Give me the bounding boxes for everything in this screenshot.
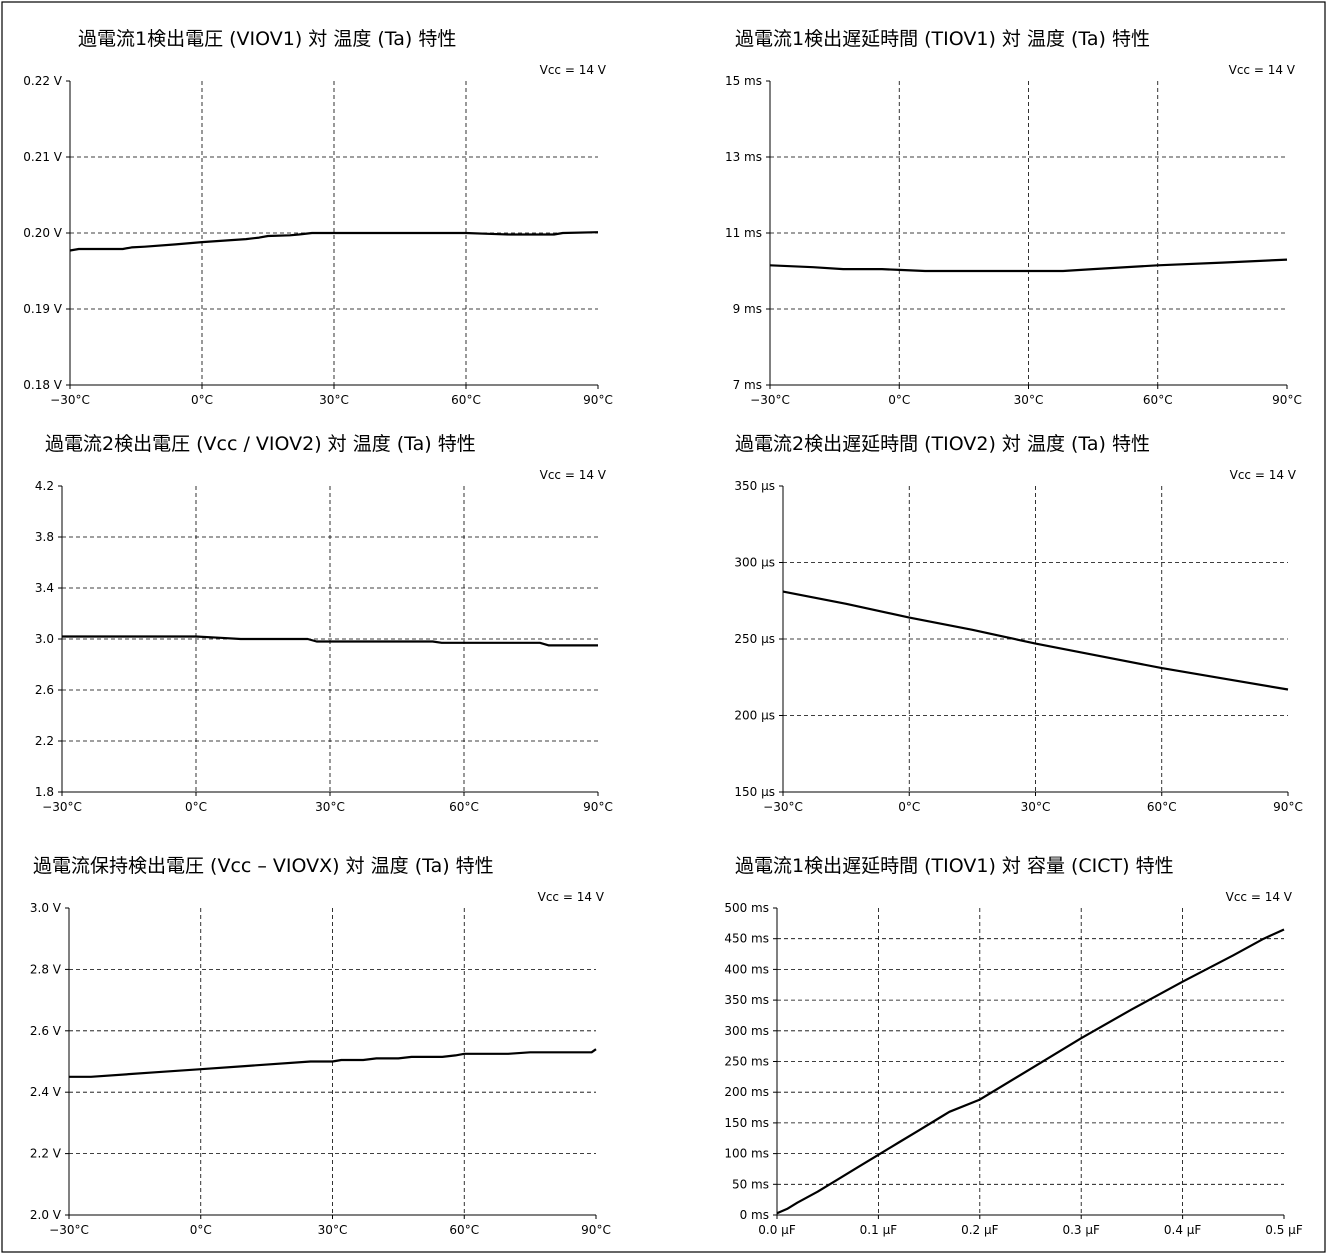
chart-condition-3: Vcc = 14 V <box>540 468 607 482</box>
chart-title-5: 過電流保持検出電圧 (Vcc – VIOVX) 対 温度 (Ta) 特性 <box>33 855 494 877</box>
y-tick-label: 50 ms <box>732 1177 769 1191</box>
series-line-3 <box>62 635 598 647</box>
x-tick-label: 0.0 µF <box>758 1223 796 1237</box>
y-tick-label: 2.4 V <box>30 1085 62 1099</box>
y-tick-label: 300 µs <box>734 556 775 570</box>
y-tick-label: 0.18 V <box>23 378 63 392</box>
y-tick-label: 2.2 V <box>30 1147 62 1161</box>
y-tick-label: 15 ms <box>725 74 762 88</box>
x-tick-label: 60°C <box>1143 393 1173 407</box>
y-tick-label: 0.19 V <box>23 302 63 316</box>
x-tick-label: 0.1 µF <box>860 1223 898 1237</box>
y-tick-label: 9 ms <box>733 302 762 316</box>
y-tick-label: 2.6 V <box>30 1024 62 1038</box>
x-tick-label: 0.4 µF <box>1164 1223 1202 1237</box>
y-tick-label: 2.0 V <box>30 1208 62 1222</box>
y-tick-label: 350 ms <box>724 993 769 1007</box>
chart-title-1: 過電流1検出電圧 (VIOV1) 対 温度 (Ta) 特性 <box>78 28 456 50</box>
y-tick-label: 0.22 V <box>23 74 63 88</box>
chart-title-6: 過電流1検出遅延時間 (TIOV1) 対 容量 (CICT) 特性 <box>735 855 1174 877</box>
chart-condition-4: Vcc = 14 V <box>1230 468 1297 482</box>
x-tick-label: 0°C <box>185 800 207 814</box>
y-tick-label: 7 ms <box>733 378 762 392</box>
series-line-1 <box>69 231 599 252</box>
y-tick-label: 150 ms <box>724 1116 769 1130</box>
chart-title-4: 過電流2検出遅延時間 (TIOV2) 対 温度 (Ta) 特性 <box>735 433 1150 455</box>
x-tick-label: 60°C <box>1147 800 1177 814</box>
x-tick-label: 30°C <box>319 393 349 407</box>
series-line-5 <box>69 1048 597 1078</box>
y-tick-label: 400 ms <box>724 962 769 976</box>
x-tick-label: −30°C <box>763 800 803 814</box>
y-tick-label: 200 µs <box>734 709 775 723</box>
series-line-6 <box>776 928 1285 1215</box>
y-tick-label: 250 µs <box>734 632 775 646</box>
x-tick-label: 0°C <box>888 393 910 407</box>
x-tick-label: 0.3 µF <box>1062 1223 1100 1237</box>
y-tick-label: 0.21 V <box>23 150 63 164</box>
x-tick-label: 30°C <box>1021 800 1051 814</box>
y-tick-label: 1.8 <box>35 785 54 799</box>
chart-condition-1: Vcc = 14 V <box>540 63 607 77</box>
x-tick-label: −30°C <box>42 800 82 814</box>
x-tick-label: 90°C <box>1272 393 1302 407</box>
x-tick-label: 60°C <box>449 1223 479 1237</box>
x-tick-label: 90°C <box>583 800 613 814</box>
y-tick-label: 450 ms <box>724 932 769 946</box>
x-tick-label: 0.5 µF <box>1265 1223 1303 1237</box>
y-tick-label: 500 ms <box>724 901 769 915</box>
y-tick-label: 0.20 V <box>23 226 63 240</box>
x-tick-label: 30°C <box>315 800 345 814</box>
y-tick-label: 2.2 <box>35 734 54 748</box>
x-tick-label: 30°C <box>318 1223 348 1237</box>
x-tick-label: 60°C <box>449 800 479 814</box>
x-tick-label: 30°C <box>1014 393 1044 407</box>
y-tick-label: 200 ms <box>724 1085 769 1099</box>
y-tick-label: 11 ms <box>725 226 762 240</box>
x-tick-label: −30°C <box>49 1223 89 1237</box>
y-tick-label: 3.8 <box>35 530 54 544</box>
x-tick-label: 0.2 µF <box>961 1223 999 1237</box>
y-tick-label: 100 ms <box>724 1147 769 1161</box>
x-tick-label: 90°C <box>581 1223 611 1237</box>
x-tick-label: −30°C <box>50 393 90 407</box>
chart-condition-2: Vcc = 14 V <box>1229 63 1296 77</box>
chart-title-3: 過電流2検出電圧 (Vcc / VIOV2) 対 温度 (Ta) 特性 <box>45 433 476 455</box>
chart-title-2: 過電流1検出遅延時間 (TIOV1) 対 温度 (Ta) 特性 <box>735 28 1150 50</box>
x-tick-label: 0°C <box>898 800 920 814</box>
x-tick-label: 0°C <box>190 1223 212 1237</box>
y-tick-label: 13 ms <box>725 150 762 164</box>
y-tick-label: 2.8 V <box>30 962 62 976</box>
x-tick-label: 90°C <box>583 393 613 407</box>
y-tick-label: 350 µs <box>734 479 775 493</box>
x-tick-label: −30°C <box>750 393 790 407</box>
x-tick-label: 0°C <box>191 393 213 407</box>
chart-condition-5: Vcc = 14 V <box>538 890 605 904</box>
y-tick-label: 3.0 V <box>30 901 62 915</box>
y-tick-label: 150 µs <box>734 785 775 799</box>
x-tick-label: 60°C <box>451 393 481 407</box>
y-tick-label: 2.6 <box>35 683 54 697</box>
y-tick-label: 0 ms <box>740 1208 769 1222</box>
series-line-4 <box>782 590 1289 691</box>
y-tick-label: 3.4 <box>35 581 54 595</box>
series-line-2 <box>769 258 1288 273</box>
y-tick-label: 4.2 <box>35 479 54 493</box>
y-tick-label: 3.0 <box>35 632 54 646</box>
x-tick-label: 90°C <box>1273 800 1303 814</box>
y-tick-label: 250 ms <box>724 1055 769 1069</box>
chart-condition-6: Vcc = 14 V <box>1226 890 1293 904</box>
y-tick-label: 300 ms <box>724 1024 769 1038</box>
